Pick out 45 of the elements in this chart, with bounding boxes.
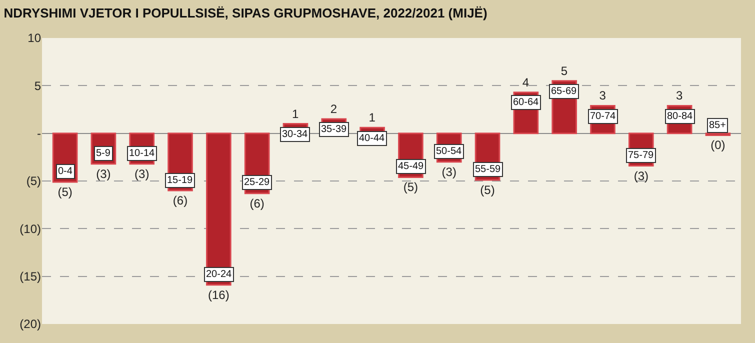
data-label: (3)	[134, 166, 150, 181]
data-label: 3	[676, 88, 684, 103]
x-tick-label: 45-49	[398, 161, 424, 172]
x-tick-label: 20-24	[206, 269, 232, 280]
x-tick-label: 0-4	[58, 166, 73, 177]
y-tick-label: (5)	[26, 174, 41, 188]
x-tick-label: 75-79	[628, 150, 654, 161]
x-tick-label: 65-69	[551, 86, 578, 97]
x-tick-label: 35-39	[321, 124, 348, 135]
x-tick-label: 40-44	[359, 133, 386, 144]
data-label: (6)	[172, 194, 188, 208]
y-tick-label: -	[37, 126, 41, 141]
bar	[206, 132, 232, 286]
x-tick-label: 15-19	[167, 175, 194, 186]
data-label: 4	[522, 75, 530, 90]
data-label: (5)	[480, 183, 495, 198]
x-tick-label: 10-14	[129, 148, 156, 159]
x-tick-label: 5-9	[96, 148, 111, 159]
data-label: (5)	[58, 184, 72, 199]
data-label: 3	[599, 88, 606, 103]
data-label: 1	[292, 106, 299, 121]
x-tick-label: 80-84	[667, 111, 694, 122]
chart-title: NDRYSHIMI VJETOR I POPULLSISË, SIPAS GRUPMOSHAVE, 2022/2021 (MIJË)	[4, 6, 488, 21]
data-label: (3)	[96, 166, 111, 181]
x-tick-label: 25-29	[244, 177, 270, 188]
data-label: (6)	[250, 196, 264, 210]
data-label: 1	[368, 110, 376, 125]
y-tick-label: 10	[28, 31, 42, 46]
data-label: (3)	[442, 164, 456, 179]
y-tick-label: (20)	[20, 317, 41, 332]
data-label: (3)	[634, 168, 648, 183]
x-tick-label: 50-54	[436, 146, 462, 157]
x-tick-label: 70-74	[590, 111, 616, 122]
data-label: (0)	[710, 138, 726, 152]
y-tick-label: 5	[34, 78, 42, 93]
x-tick-label: 60-64	[513, 97, 540, 108]
y-tick-label: (10)	[20, 222, 41, 236]
x-tick-label: 30-34	[282, 129, 308, 140]
x-tick-label: 85+	[709, 120, 726, 131]
data-label: 2	[330, 102, 338, 116]
data-label: 5	[560, 64, 568, 78]
x-tick-label: 55-59	[475, 164, 502, 175]
data-label: (5)	[403, 180, 418, 194]
data-label: (16)	[208, 288, 230, 302]
y-tick-label: (15)	[20, 270, 41, 284]
